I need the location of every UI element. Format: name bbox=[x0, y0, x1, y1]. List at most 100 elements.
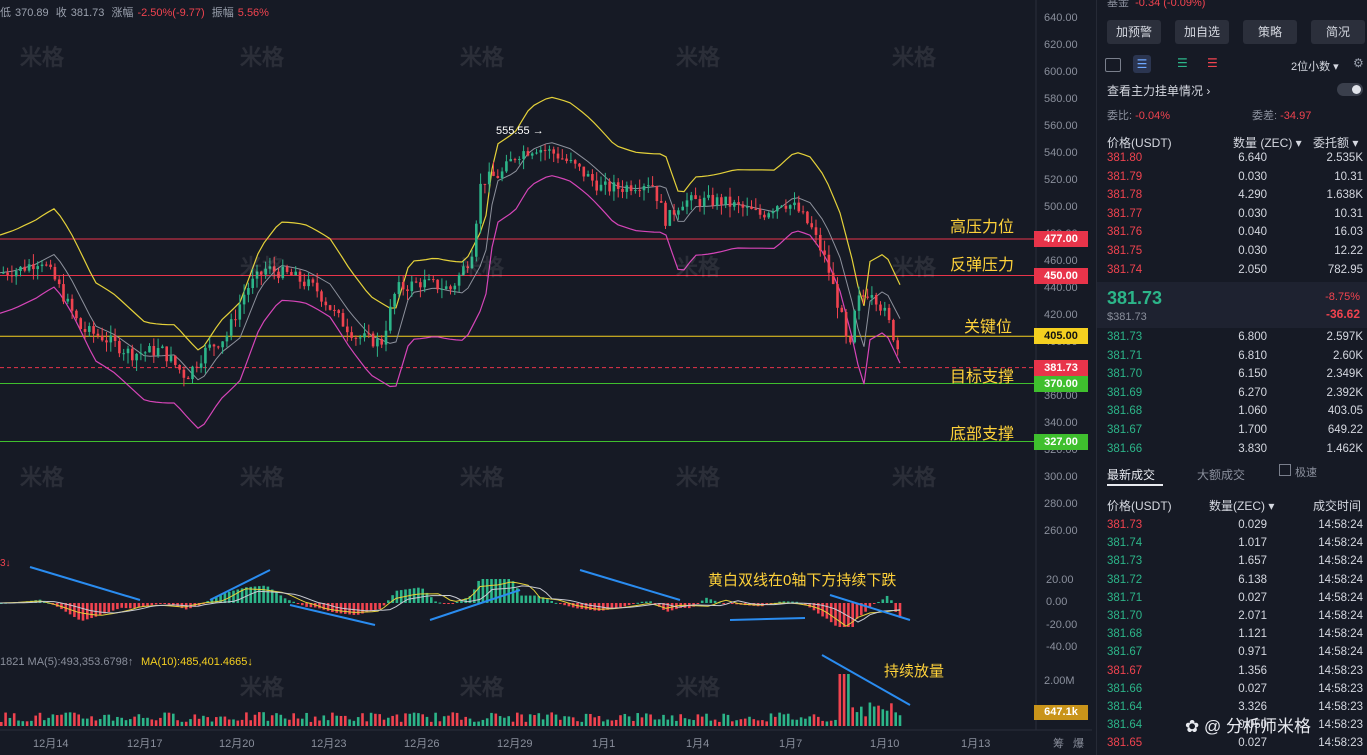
macd-bar bbox=[481, 579, 485, 603]
price-cell: 381.72 bbox=[1107, 573, 1143, 586]
orderbook-row[interactable]: 381.77 0.030 10.31 bbox=[1107, 208, 1363, 226]
macd-bar bbox=[460, 600, 463, 603]
macd-bar bbox=[610, 603, 614, 610]
volume-bar bbox=[249, 720, 252, 726]
volume-bar bbox=[653, 719, 657, 726]
overview-button[interactable]: 简况 bbox=[1311, 20, 1365, 44]
change-pct: -8.75% bbox=[1325, 291, 1360, 303]
price-cell: 381.77 bbox=[1107, 207, 1143, 220]
precision-select[interactable]: 2位小数 ▾ bbox=[1291, 61, 1339, 73]
candle bbox=[45, 261, 48, 267]
orderbook-row[interactable]: 381.73 6.800 2.597K bbox=[1107, 331, 1363, 349]
macd-bar bbox=[309, 603, 313, 608]
candle bbox=[358, 334, 362, 345]
volume-bar bbox=[116, 716, 119, 726]
orderbook-row[interactable]: 381.79 0.030 10.31 bbox=[1107, 171, 1363, 189]
main-order-link[interactable]: 查看主力挂单情况 › bbox=[1107, 84, 1211, 98]
orderbook-row[interactable]: 381.78 4.290 1.638K bbox=[1107, 189, 1363, 207]
tab-latest-trades[interactable]: 最新成交 bbox=[1107, 468, 1156, 482]
add-alert-button[interactable]: 加预警 bbox=[1107, 20, 1161, 44]
volume-bar bbox=[627, 716, 631, 726]
volume-bar bbox=[223, 716, 227, 726]
candle bbox=[616, 178, 620, 198]
y-tick-label: 640.00 bbox=[1044, 12, 1078, 24]
candlestick-chart[interactable] bbox=[0, 0, 1092, 755]
orderbook-row[interactable]: 381.80 6.640 2.535K bbox=[1107, 152, 1363, 170]
candle bbox=[419, 278, 422, 298]
macd-dea-line bbox=[0, 585, 901, 623]
volume-bar bbox=[270, 715, 274, 726]
trade-row: 381.64 0.050 14:58:23 bbox=[1107, 719, 1363, 737]
trade-header-qty[interactable]: 数量(ZEC) ▾ bbox=[1209, 499, 1275, 513]
macd-bar bbox=[645, 601, 648, 603]
chart-area[interactable]: 低 370.89 收 381.73 涨幅 -2.50%(-9.77) 振幅 5.56% … bbox=[0, 0, 1130, 755]
orderbook-row[interactable]: 381.75 0.030 12.22 bbox=[1107, 245, 1363, 263]
macd-bar bbox=[855, 603, 859, 619]
last-price-usd: $381.73 bbox=[1107, 311, 1147, 323]
macd-bar bbox=[834, 603, 837, 626]
macd-bar bbox=[498, 579, 502, 603]
amount-cell: 2.392K bbox=[1326, 386, 1363, 399]
orderbook-asks-icon[interactable]: ☰ bbox=[1207, 56, 1218, 70]
settings-icon[interactable]: ⚙ bbox=[1353, 56, 1364, 70]
low-value: 370.89 bbox=[15, 7, 49, 19]
volume-bar bbox=[451, 712, 455, 726]
candle bbox=[685, 192, 689, 215]
orderbook-row[interactable]: 381.70 6.150 2.349K bbox=[1107, 368, 1363, 386]
orderbook-row[interactable]: 381.74 2.050 782.95 bbox=[1107, 264, 1363, 282]
ob-header-amount[interactable]: 委托额 ▾ bbox=[1313, 136, 1359, 150]
volume-bar bbox=[700, 716, 704, 726]
layout-icon[interactable] bbox=[1105, 58, 1121, 72]
strategy-button[interactable]: 策略 bbox=[1243, 20, 1297, 44]
candle bbox=[126, 345, 130, 364]
candle bbox=[264, 261, 267, 279]
qty-cell: 0.030 bbox=[1238, 207, 1267, 220]
macd-bar bbox=[709, 599, 713, 603]
volume-bar bbox=[374, 713, 377, 726]
add-favorite-button[interactable]: 加自选 bbox=[1175, 20, 1229, 44]
main-order-toggle[interactable] bbox=[1337, 83, 1363, 96]
orderbook-row[interactable]: 381.66 3.830 1.462K bbox=[1107, 443, 1363, 461]
volume-bar bbox=[417, 713, 420, 726]
volume-bar bbox=[30, 720, 33, 726]
macd-bar bbox=[795, 601, 799, 603]
volume-bar bbox=[520, 714, 523, 726]
orderbook-row[interactable]: 381.68 1.060 403.05 bbox=[1107, 405, 1363, 423]
candle bbox=[208, 337, 211, 351]
macd-bar bbox=[851, 603, 854, 627]
qty-cell: 1.121 bbox=[1238, 628, 1267, 641]
watermark-text: 米格 bbox=[676, 675, 721, 700]
orderbook-bids-icon[interactable]: ☰ bbox=[1177, 56, 1188, 70]
macd-bar bbox=[288, 600, 291, 603]
volume-bar bbox=[404, 713, 407, 726]
volume-bar bbox=[301, 718, 304, 726]
qty-cell: 2.050 bbox=[1238, 263, 1267, 276]
orderbook-row[interactable]: 381.69 6.270 2.392K bbox=[1107, 387, 1363, 405]
trend-arrow bbox=[829, 594, 911, 621]
volume-bar bbox=[825, 721, 829, 726]
macd-annotation: 黄白双线在0轴下方持续下跌 bbox=[708, 572, 897, 589]
macd-bar bbox=[253, 586, 257, 603]
volume-bar bbox=[752, 719, 756, 726]
candle bbox=[14, 267, 18, 285]
candle bbox=[625, 181, 629, 199]
x-tick-label: 12月23 bbox=[311, 738, 347, 750]
orderbook-both-icon[interactable]: ☰ bbox=[1133, 55, 1151, 73]
candle bbox=[819, 227, 822, 257]
volume-bar bbox=[559, 719, 562, 726]
tab-large-trades[interactable]: 大额成交 bbox=[1197, 468, 1246, 482]
ob-header-qty[interactable]: 数量 (ZEC) ▾ bbox=[1233, 136, 1302, 150]
price-cell: 381.69 bbox=[1107, 386, 1143, 399]
candle bbox=[870, 286, 874, 306]
orderbook-row[interactable]: 381.76 0.040 16.03 bbox=[1107, 226, 1363, 244]
macd-bar bbox=[808, 603, 811, 608]
macd-bar bbox=[296, 603, 300, 604]
candle bbox=[70, 294, 74, 319]
watermark-text: 米格 bbox=[676, 465, 721, 490]
volume-bar bbox=[485, 718, 489, 726]
fast-checkbox[interactable] bbox=[1279, 464, 1291, 476]
orderbook-row[interactable]: 381.67 1.700 649.22 bbox=[1107, 424, 1363, 442]
y-tick-label: 460.00 bbox=[1044, 255, 1078, 267]
candle bbox=[139, 343, 143, 361]
orderbook-row[interactable]: 381.71 6.810 2.60K bbox=[1107, 350, 1363, 368]
